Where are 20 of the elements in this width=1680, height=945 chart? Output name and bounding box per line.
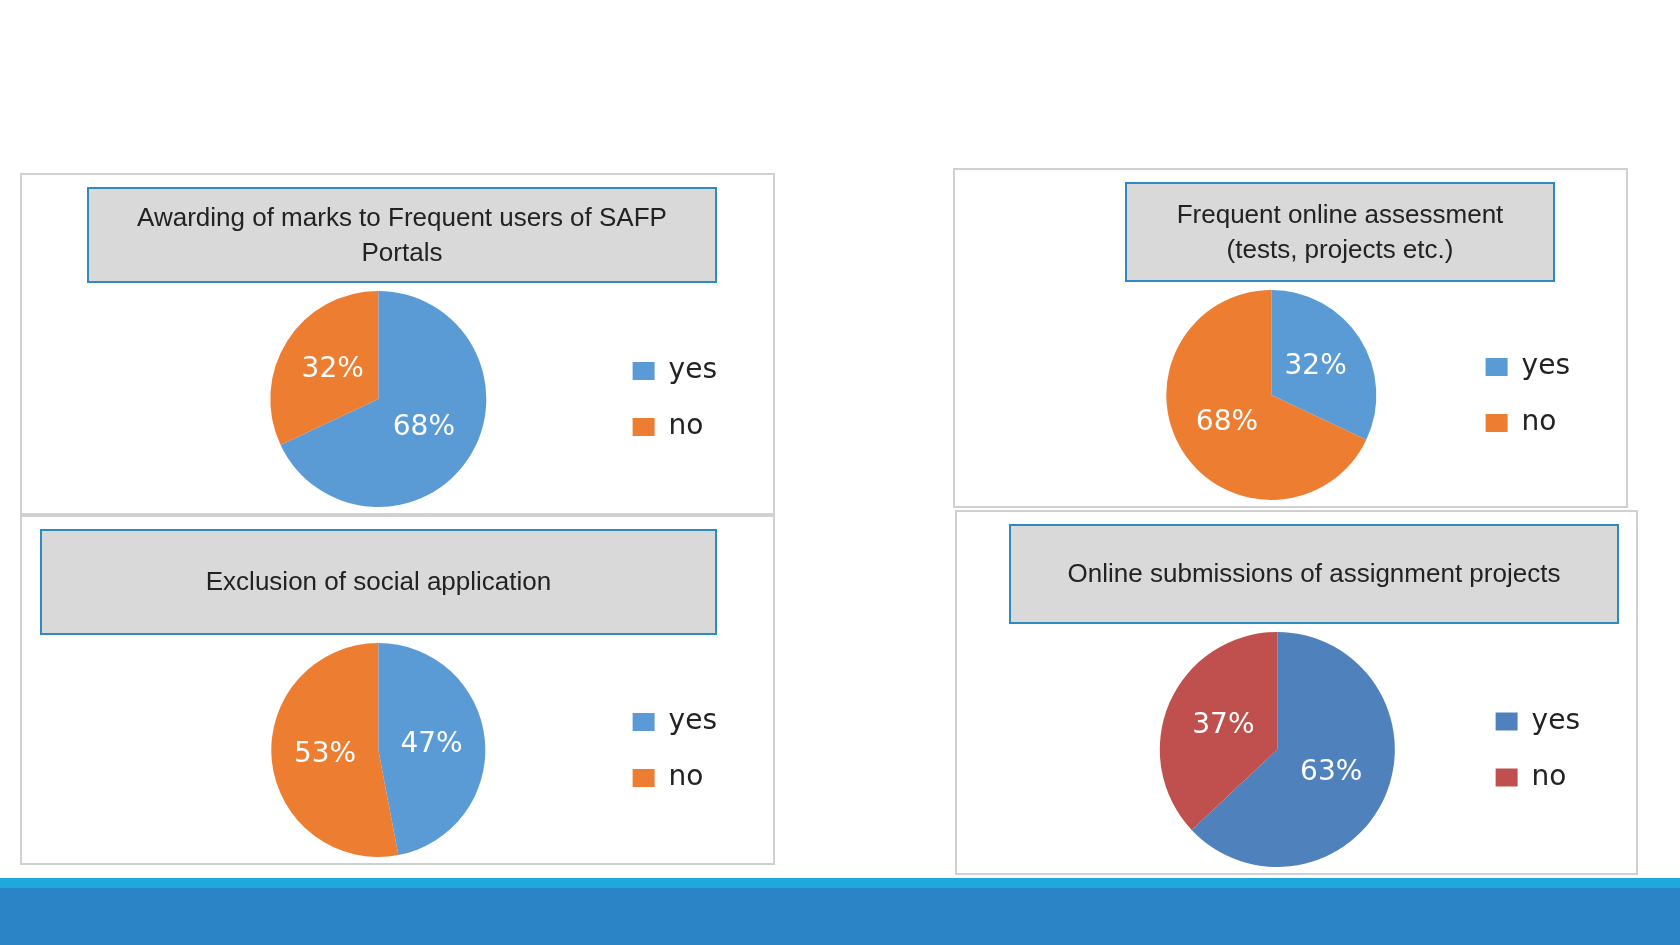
legend-label: yes xyxy=(668,352,718,386)
legend-label: no xyxy=(1531,758,1567,792)
data-label: 32% xyxy=(301,351,364,385)
legend-label: yes xyxy=(668,703,718,737)
data-label: 47% xyxy=(400,726,463,760)
legend-label: no xyxy=(668,408,704,442)
data-label: 53% xyxy=(293,736,357,770)
legend-label: no xyxy=(1521,404,1557,438)
chart-title: Exclusion of social application xyxy=(40,529,717,635)
data-label: 37% xyxy=(1192,707,1255,741)
legend-label: yes xyxy=(1531,702,1581,736)
data-label: 63% xyxy=(1300,754,1363,788)
data-label: 68% xyxy=(1195,404,1259,438)
data-label: 68% xyxy=(392,409,456,443)
legend-label: yes xyxy=(1521,348,1571,382)
legend-label: no xyxy=(668,759,704,793)
chart-title: Online submissions of assignment projects xyxy=(1009,524,1619,624)
chart-title: Frequent online assessment (tests, projects etc.) xyxy=(1125,182,1555,282)
data-label: 32% xyxy=(1284,348,1347,382)
chart-title: Awarding of marks to Frequent users of SAFP Portals xyxy=(87,187,717,283)
